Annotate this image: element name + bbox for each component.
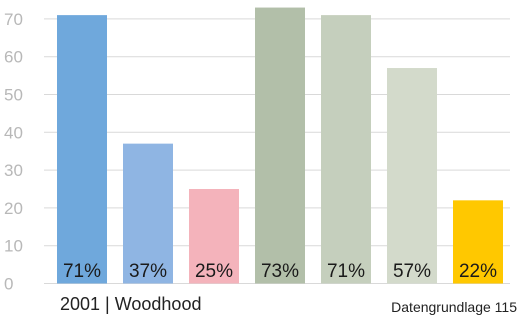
footer-caption: 2001 | Woodhood (60, 294, 202, 314)
y-axis-ticks: 0 10 20 30 40 50 60 70 (4, 10, 23, 290)
y-tick-label: 10 (4, 237, 23, 256)
bar (123, 143, 173, 284)
y-tick-label: 30 (4, 161, 23, 180)
bar-labels: 71% 37% 25% 73% 71% 57% 22% (63, 261, 497, 282)
bar (57, 15, 107, 284)
bar-value-label: 71% (327, 261, 365, 282)
y-tick-label: 40 (4, 123, 23, 142)
bar-value-label: 71% (63, 261, 101, 282)
bar-value-label: 57% (393, 261, 431, 282)
bar (387, 68, 437, 284)
bar-chart: 0 10 20 30 40 50 60 70 71% 37% 25% 73% 71% 57% 22% (4, 7, 510, 290)
bar-value-label: 37% (129, 261, 167, 282)
bar-value-label: 22% (459, 261, 497, 282)
bar (453, 200, 503, 284)
bars (57, 7, 503, 284)
bar-value-label: 25% (195, 261, 233, 282)
bar (189, 189, 239, 284)
y-tick-label: 70 (4, 10, 23, 29)
y-tick-label: 60 (4, 48, 23, 67)
y-tick-label: 20 (4, 199, 23, 218)
bar (321, 15, 371, 284)
data-basis-note: Datengrundlage 115 (391, 299, 517, 315)
y-tick-label: 0 (4, 275, 13, 291)
y-tick-label: 50 (4, 86, 23, 105)
bar (255, 7, 305, 284)
bar-value-label: 73% (261, 261, 299, 282)
